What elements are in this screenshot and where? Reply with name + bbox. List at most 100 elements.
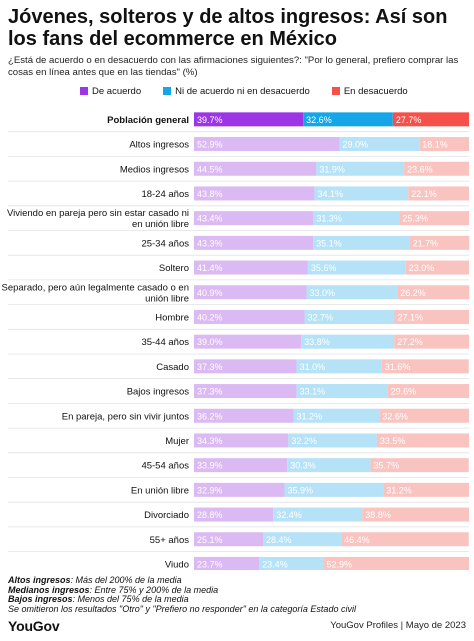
bar-segment	[387, 384, 469, 399]
bar-segment	[194, 556, 260, 570]
data-label: 40.2%	[197, 312, 223, 322]
legend-item-neutral: Ni de acuerdo ni en desacuerdo	[163, 86, 310, 97]
data-label: 32.2%	[291, 436, 317, 446]
legend-label-desacuerdo: En desacuerdo	[343, 85, 408, 97]
data-label: 32.6%	[382, 411, 408, 421]
category-label: Bajos ingresos	[127, 387, 190, 398]
bar-segment	[314, 186, 409, 201]
category-label: Medios ingresos	[120, 164, 189, 175]
data-label: 52.9%	[197, 140, 223, 150]
data-label: 43.8%	[197, 189, 223, 199]
bar-segment	[419, 137, 469, 152]
bar-segment	[194, 309, 305, 324]
bar-segment	[306, 285, 398, 300]
bar-segment	[307, 260, 406, 275]
data-label: 36.2%	[197, 411, 223, 421]
bar-segment	[194, 161, 317, 176]
data-label: 30.3%	[290, 461, 316, 471]
category-label: Mujer	[165, 436, 189, 447]
category-label: Soltero	[159, 263, 189, 274]
bar-segment	[313, 211, 400, 226]
bar-segment	[397, 285, 470, 300]
legend-item-acuerdo: De acuerdo	[80, 86, 141, 97]
bar-segment	[296, 359, 382, 374]
bar-segment	[404, 161, 469, 176]
category-label: 55+ años	[150, 535, 190, 546]
bar-segment	[194, 211, 314, 226]
data-label: 31.6%	[385, 362, 411, 372]
chart-title: Jóvenes, solteros y de altos ingresos: A…	[8, 6, 448, 50]
category-label: Viviendo en pareja pero sin estar casado…	[7, 208, 189, 230]
bar-segment	[379, 408, 469, 423]
data-label: 33.5%	[380, 436, 406, 446]
bar-segment	[288, 433, 377, 448]
data-label: 31.9%	[319, 164, 345, 174]
legend-label-acuerdo: De acuerdo	[92, 85, 142, 97]
bar-segment	[394, 309, 469, 324]
data-label: 39.7%	[197, 115, 223, 125]
data-label: 37.3%	[197, 362, 223, 372]
category-label: Altos ingresos	[129, 140, 189, 151]
data-label: 23.4%	[262, 559, 288, 569]
bar-segment	[303, 112, 393, 127]
chart-subtitle: ¿Está de acuerdo o en desacuerdo con las…	[8, 55, 459, 78]
bar-segment	[194, 408, 294, 423]
data-label: 35.1%	[316, 238, 342, 248]
data-label: 31.3%	[316, 214, 342, 224]
legend: De acuerdo Ni de acuerdo ni en desacuerd…	[80, 85, 469, 97]
stacked-bar-chart: Población general 39.7% 32.6% 27.7% Altos in…	[2, 112, 470, 570]
data-label: 22.1%	[411, 189, 437, 199]
bar-segment	[194, 359, 297, 374]
category-label: 25-34 años	[141, 238, 189, 249]
legend-item-desacuerdo: En desacuerdo	[331, 85, 408, 97]
data-label: 28.8%	[197, 510, 223, 520]
data-label: 32.4%	[276, 510, 302, 520]
data-label: 27.1%	[397, 312, 423, 322]
bar-segment	[316, 161, 405, 176]
data-label: 46.4%	[344, 535, 370, 545]
data-label: 39.0%	[197, 337, 223, 347]
data-label: 34.1%	[317, 189, 343, 199]
data-label: 52.9%	[327, 559, 353, 569]
data-label: 27.7%	[396, 115, 422, 125]
bar-segment	[194, 260, 308, 275]
bar-segment	[259, 556, 324, 570]
bar-segment	[263, 532, 342, 547]
category-label: En pareja, pero sin vivir juntos	[62, 411, 190, 422]
data-label: 32.7%	[308, 312, 334, 322]
footnotes: Altos ingresos: Más del 200% de la media…	[8, 575, 468, 614]
bar-segment	[194, 112, 304, 127]
category-label: 35-44 años	[141, 337, 189, 348]
category-label: Casado	[156, 362, 189, 373]
bar-segment	[362, 507, 469, 522]
data-label: 34.3%	[197, 436, 223, 446]
bar-segment	[194, 334, 302, 349]
bar-segment	[383, 482, 469, 497]
bar-segment	[323, 556, 469, 570]
bar-segment	[304, 309, 395, 324]
data-label: 32.6%	[306, 115, 332, 125]
bar-segment	[301, 334, 395, 349]
category-label: Población general	[107, 115, 189, 126]
bar-segment	[399, 211, 469, 226]
footnote-high-income: Altos ingresos: Más del 200% de la media	[8, 575, 182, 585]
data-label: 38.8%	[365, 510, 391, 520]
data-label: 31.2%	[386, 485, 412, 495]
legend-label-neutral: Ni de acuerdo ni en desacuerdo	[175, 85, 310, 97]
bar-segment	[296, 384, 388, 399]
data-label: 18.1%	[422, 140, 448, 150]
bar-segment	[394, 334, 469, 349]
data-label: 44.5%	[197, 164, 223, 174]
data-label: 21.7%	[413, 238, 439, 248]
category-label: En unión libre	[131, 485, 189, 496]
bar-segment	[287, 458, 371, 473]
bar-segment	[194, 285, 307, 300]
yougov-logo: YouGov	[8, 618, 60, 634]
bar-segment	[409, 235, 470, 250]
data-label: 29.0%	[342, 140, 368, 150]
category-label: Hombre	[155, 312, 189, 323]
legend-swatch-acuerdo	[80, 87, 88, 95]
category-label: Viudo	[165, 559, 189, 570]
data-label: 40.9%	[197, 288, 223, 298]
data-label: 35.6%	[311, 263, 337, 273]
